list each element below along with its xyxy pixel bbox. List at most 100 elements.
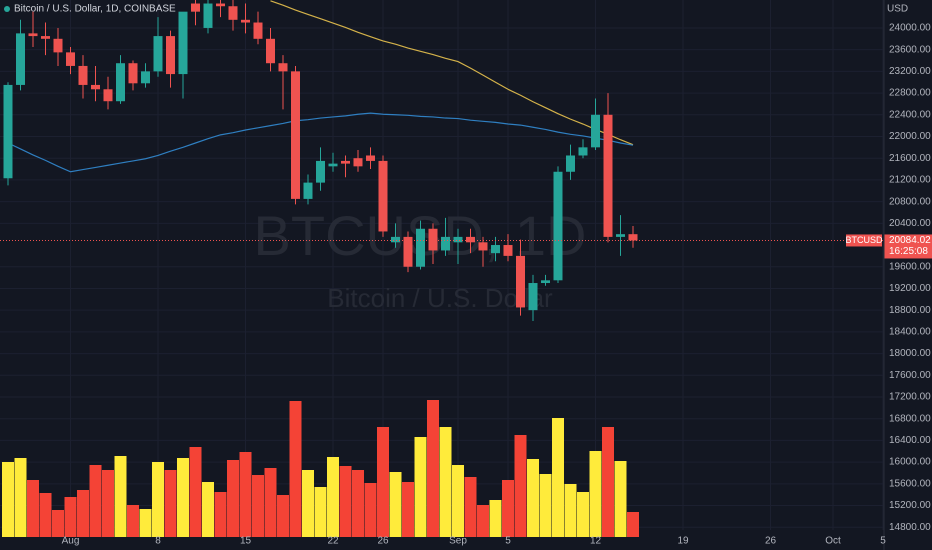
volume-bar (514, 435, 527, 537)
candle-body (3, 84, 13, 179)
candle-body (241, 19, 250, 23)
volume-bar (27, 480, 39, 537)
volume-bar (427, 400, 439, 537)
y-tick-label: 19600.00 (889, 261, 931, 272)
y-tick-label: 14800.00 (889, 522, 931, 533)
volume-bar (52, 510, 64, 537)
volume-bar (89, 465, 102, 537)
volume-bar (564, 484, 577, 537)
y-tick-label: 16400.00 (889, 435, 931, 446)
volume-bar (214, 492, 227, 537)
volume-bar (164, 470, 177, 537)
candle-body (66, 52, 75, 66)
candle-body (91, 84, 100, 90)
candle-body (153, 36, 163, 72)
candle-body (453, 236, 463, 243)
volume-bar (464, 477, 477, 537)
volume-bar (277, 495, 289, 537)
candle-body (116, 63, 125, 102)
volume-layer (2, 400, 639, 537)
candle-body (303, 182, 313, 199)
candle-body (203, 3, 213, 28)
candle-body (166, 36, 175, 75)
candle-body (41, 36, 50, 39)
y-tick-label: 21600.00 (889, 153, 931, 164)
axes: 24000.00 23600.00 23200.00 22800.00 22400.00… (62, 23, 932, 547)
symbol-tag-label: BTCUSD (845, 235, 883, 245)
candle-body (253, 22, 263, 39)
x-tick-label: 26 (765, 536, 777, 547)
x-tick-label: Sep (449, 536, 467, 547)
volume-bar (389, 472, 402, 537)
y-tick-label: 24000.00 (889, 23, 931, 34)
volume-bar (314, 487, 327, 537)
volume-bar (502, 480, 514, 537)
candle-body (78, 65, 88, 85)
y-tick-label: 21200.00 (889, 175, 931, 186)
volume-bar (602, 427, 614, 537)
x-tick-label: 26 (377, 536, 389, 547)
candle-body (528, 283, 538, 311)
volume-bar (552, 418, 564, 537)
volume-bar (252, 475, 264, 537)
y-tick-label: 18800.00 (889, 305, 931, 316)
x-tick-label: 8 (155, 536, 161, 547)
candle-body (416, 228, 425, 267)
volume-bar (364, 483, 377, 537)
candle-body (128, 63, 138, 84)
candle-body (191, 3, 200, 12)
y-tick-label: 17600.00 (889, 370, 931, 381)
status-dot (4, 6, 10, 12)
y-tick-label: 23200.00 (889, 66, 931, 77)
volume-bar (114, 456, 127, 537)
ma-layer (7, 0, 634, 173)
candle-body (178, 11, 188, 75)
candle-body (278, 63, 288, 72)
volume-bar (102, 470, 114, 537)
volume-bar (77, 490, 89, 537)
y-tick-label: 22800.00 (889, 88, 931, 99)
volume-bar (414, 437, 427, 537)
candle-body (341, 160, 350, 164)
volume-bar (352, 470, 364, 537)
candle-body (403, 236, 413, 267)
candle-body (516, 255, 525, 308)
volume-bar (152, 462, 164, 537)
candle-body (378, 160, 388, 232)
candle-layer (3, 0, 638, 322)
candle-body (616, 234, 625, 237)
volume-bar (627, 512, 639, 537)
volume-bar (527, 459, 539, 537)
candle-body (16, 33, 25, 85)
chart-title: Bitcoin / U.S. Dollar, 1D, COINBASE (14, 4, 176, 15)
grid (0, 0, 884, 530)
volume-bar (289, 401, 302, 537)
x-tick-label: 15 (240, 536, 252, 547)
candle-body (628, 234, 638, 241)
volume-bar (177, 458, 189, 537)
volume-bar (227, 460, 239, 537)
y-tick-label: 18000.00 (889, 348, 931, 359)
countdown-label: 16:25:08 (889, 246, 928, 257)
candle-body (603, 114, 613, 237)
volume-bar (189, 447, 202, 537)
price-label: 20084.02 (889, 235, 931, 246)
volume-bar (539, 474, 552, 537)
y-tick-label: 20800.00 (889, 196, 931, 207)
candle-body (553, 171, 563, 281)
symbol-tag (846, 234, 882, 247)
candle-body (478, 242, 488, 251)
candle-body (441, 236, 450, 251)
x-tick-label: 5 (505, 536, 511, 547)
candle-body (366, 155, 375, 161)
volume-bar (2, 462, 14, 537)
volume-bar (589, 451, 602, 537)
x-tick-label: 12 (590, 536, 602, 547)
currency-label: USD (887, 4, 908, 15)
candle-body (591, 114, 600, 148)
candle-body (291, 71, 300, 199)
candle-body (566, 155, 575, 172)
